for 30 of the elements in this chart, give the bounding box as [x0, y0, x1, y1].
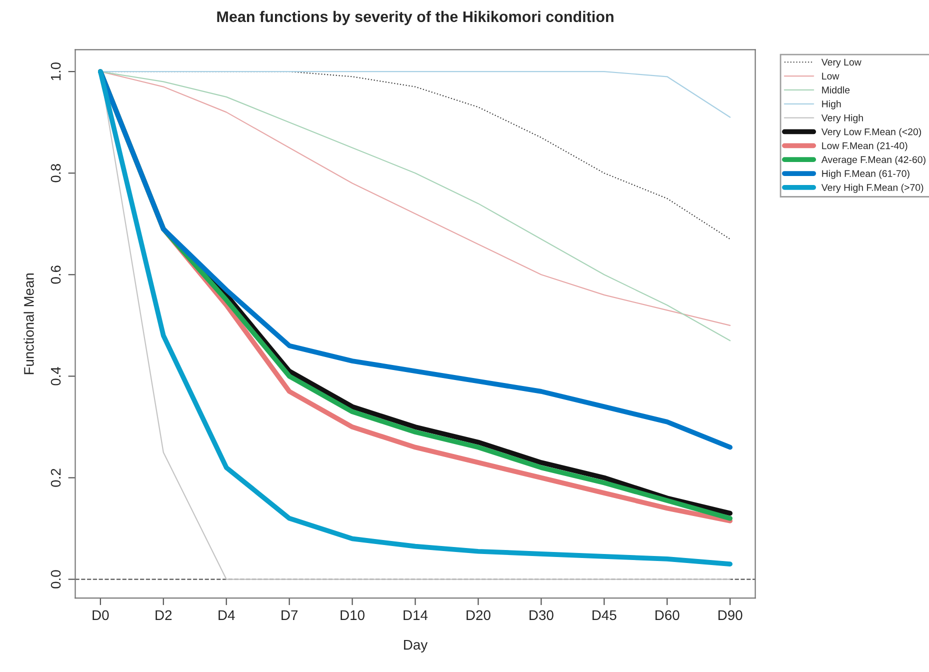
y-tick-label: 0.0 — [50, 570, 61, 588]
x-tick-label: D4 — [218, 610, 235, 620]
y-tick-label: 0.6 — [50, 266, 61, 284]
x-tick-label: D2 — [156, 610, 172, 620]
x-axis-title: Day — [404, 640, 428, 652]
x-tick-label: D10 — [340, 610, 364, 620]
x-tick-label: D45 — [592, 610, 616, 620]
legend-label: High — [822, 100, 841, 110]
x-tick-label: D14 — [404, 610, 428, 620]
legend-label: Very High F.Mean (>70) — [821, 184, 924, 193]
y-tick-label: 0.8 — [50, 164, 61, 182]
legend-label: Very Low F.Mean (<20) — [821, 128, 922, 138]
legend-label: High F.Mean (61-70) — [822, 170, 910, 179]
legend-label: Very Low — [821, 58, 862, 68]
x-tick-label: D20 — [466, 610, 490, 620]
y-tick-label: 1.0 — [50, 62, 61, 80]
legend-label: Middle — [822, 86, 850, 94]
y-axis-title: Functional Mean — [24, 273, 34, 374]
legend-label: Very High — [821, 114, 863, 124]
x-tick-label: D30 — [530, 610, 554, 620]
y-tick-label: 0.4 — [50, 366, 61, 386]
x-tick-label: D0 — [92, 610, 109, 620]
legend-label: Low F.Mean (21-40) — [822, 142, 908, 152]
legend-label: Average F.Mean (42-60) — [821, 156, 926, 166]
x-tick-label: D60 — [656, 610, 680, 620]
legend-label: Low — [822, 72, 840, 80]
x-tick-label: D90 — [718, 610, 742, 620]
x-tick-label: D7 — [282, 610, 298, 620]
y-tick-label: 0.2 — [50, 468, 61, 487]
chart-title: Mean functions by severity of the Hikikomori condition — [217, 10, 614, 26]
